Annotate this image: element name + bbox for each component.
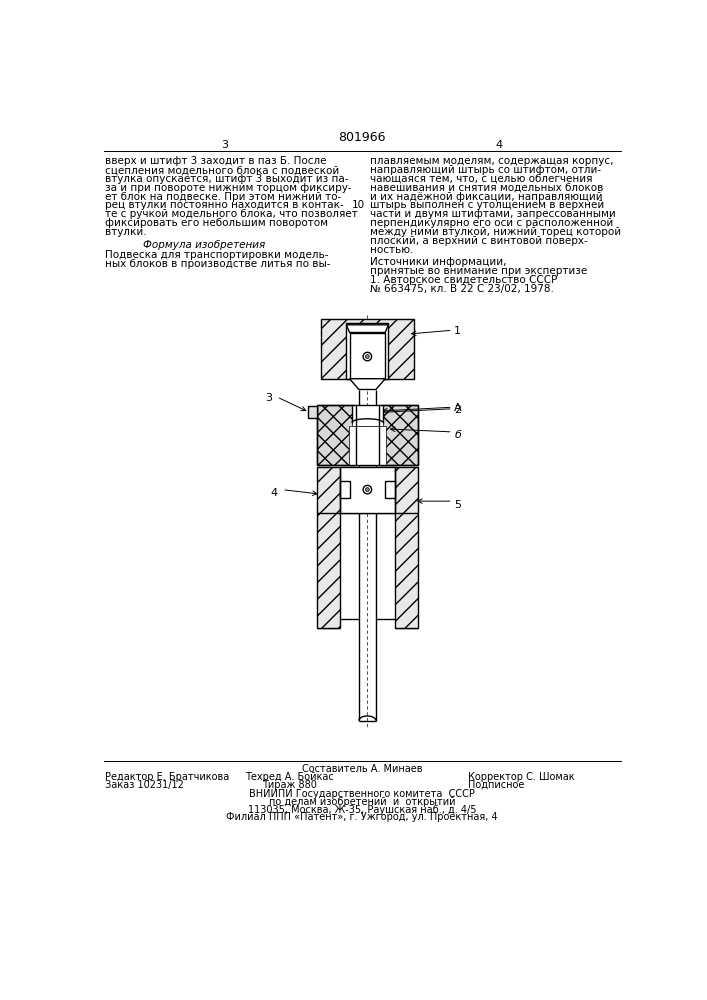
Text: те с ручкой модельного блока, что позволяет: те с ручкой модельного блока, что позвол… <box>105 209 358 219</box>
Text: Тираж 880: Тираж 880 <box>262 780 317 790</box>
Text: ВНИИПИ Государственного комитета  СССР: ВНИИПИ Государственного комитета СССР <box>249 789 475 799</box>
Text: вверх и штифт 3 заходит в паз Б. После: вверх и штифт 3 заходит в паз Б. После <box>105 156 327 166</box>
Text: и их надёжной фиксации, направляющий: и их надёжной фиксации, направляющий <box>370 192 602 202</box>
Bar <box>317 513 340 628</box>
Text: Составитель А. Минаев: Составитель А. Минаев <box>302 764 422 774</box>
Text: 3: 3 <box>221 140 228 150</box>
Bar <box>340 481 349 498</box>
Text: Корректор С. Шомак: Корректор С. Шомак <box>468 772 575 782</box>
Bar <box>395 513 418 628</box>
Text: 4: 4 <box>271 488 278 498</box>
Text: Редактор Е. Братчикова: Редактор Е. Братчикова <box>105 772 230 782</box>
Text: Заказ 10231/12: Заказ 10231/12 <box>105 780 185 790</box>
Text: 1: 1 <box>454 326 461 336</box>
Bar <box>308 406 317 418</box>
Text: 113035, Москва, Ж-35, Раушская наб., д. 4/5: 113035, Москва, Ж-35, Раушская наб., д. … <box>247 805 477 815</box>
Bar <box>340 466 395 513</box>
Text: принятые во внимание при экспертизе: принятые во внимание при экспертизе <box>370 266 587 276</box>
Text: 1. Авторское свидетельство СССР: 1. Авторское свидетельство СССР <box>370 275 557 285</box>
Bar <box>385 481 395 498</box>
Text: Филиал ППП «Патент», г. Ужгород, ул. Проектная, 4: Филиал ППП «Патент», г. Ужгород, ул. Про… <box>226 812 498 822</box>
Text: по делам изобретений  и  открытий: по делам изобретений и открытий <box>269 797 455 807</box>
Bar <box>321 319 414 379</box>
Text: втулки.: втулки. <box>105 227 147 237</box>
Bar <box>317 466 418 513</box>
Text: чающаяся тем, что, с целью облегчения: чающаяся тем, что, с целью облегчения <box>370 174 592 184</box>
Text: навешивания и снятия модельных блоков: навешивания и снятия модельных блоков <box>370 183 603 193</box>
Circle shape <box>366 488 369 492</box>
Text: 2: 2 <box>454 405 461 415</box>
Text: фиксировать его небольшим поворотом: фиксировать его небольшим поворотом <box>105 218 329 228</box>
Text: б: б <box>454 430 461 440</box>
Text: плавляемым моделям, содержащая корпус,: плавляемым моделям, содержащая корпус, <box>370 156 613 166</box>
Text: сцепления модельного блока с подвеской: сцепления модельного блока с подвеской <box>105 165 339 175</box>
Text: Техред А. Бойкас: Техред А. Бойкас <box>245 772 334 782</box>
Text: Подписное: Подписное <box>468 780 525 790</box>
Bar <box>346 323 388 379</box>
Text: штырь выполнен с утолщением в верхней: штырь выполнен с утолщением в верхней <box>370 200 604 210</box>
Text: 3: 3 <box>265 393 272 403</box>
Text: ностью.: ностью. <box>370 245 413 255</box>
Text: 10: 10 <box>351 200 365 210</box>
Text: 5: 5 <box>454 500 461 510</box>
Text: за и при повороте нижним торцом фиксиру-: за и при повороте нижним торцом фиксиру- <box>105 183 352 193</box>
Bar <box>379 405 418 465</box>
Text: между ними втулкой, нижний торец которой: между ними втулкой, нижний торец которой <box>370 227 621 237</box>
Polygon shape <box>349 379 385 389</box>
Text: 801966: 801966 <box>338 131 386 144</box>
Text: втулка опускается, штифт 3 выходит из па-: втулка опускается, штифт 3 выходит из па… <box>105 174 349 184</box>
Text: ных блоков в производстве литья по вы-: ных блоков в производстве литья по вы- <box>105 259 331 269</box>
Bar <box>352 405 383 426</box>
Text: рец втулки постоянно находится в контак-: рец втулки постоянно находится в контак- <box>105 200 344 210</box>
Bar <box>349 333 385 379</box>
Circle shape <box>366 355 369 358</box>
Text: Источники информации,: Источники информации, <box>370 257 506 267</box>
Bar <box>349 426 386 465</box>
Circle shape <box>363 352 372 361</box>
Text: части и двумя штифтами, запрессованными: части и двумя штифтами, запрессованными <box>370 209 616 219</box>
Circle shape <box>363 485 372 494</box>
Text: № 663475, кл. В 22 С 23/02, 1978.: № 663475, кл. В 22 С 23/02, 1978. <box>370 284 554 294</box>
Bar <box>317 405 356 465</box>
Polygon shape <box>346 325 388 333</box>
Text: ет блок на подвеске. При этом нижний то-: ет блок на подвеске. При этом нижний то- <box>105 192 341 202</box>
Text: перпендикулярно его оси с расположенной: перпендикулярно его оси с расположенной <box>370 218 613 228</box>
Text: 4: 4 <box>496 140 503 150</box>
Text: А: А <box>454 403 462 413</box>
Text: Формула изобретения: Формула изобретения <box>143 240 265 250</box>
Text: плоский, а верхний с винтовой поверх-: плоский, а верхний с винтовой поверх- <box>370 236 588 246</box>
Text: Подвеска для транспортировки модель-: Подвеска для транспортировки модель- <box>105 250 329 260</box>
Text: направляющий штырь со штифтом, отли-: направляющий штырь со штифтом, отли- <box>370 165 601 175</box>
